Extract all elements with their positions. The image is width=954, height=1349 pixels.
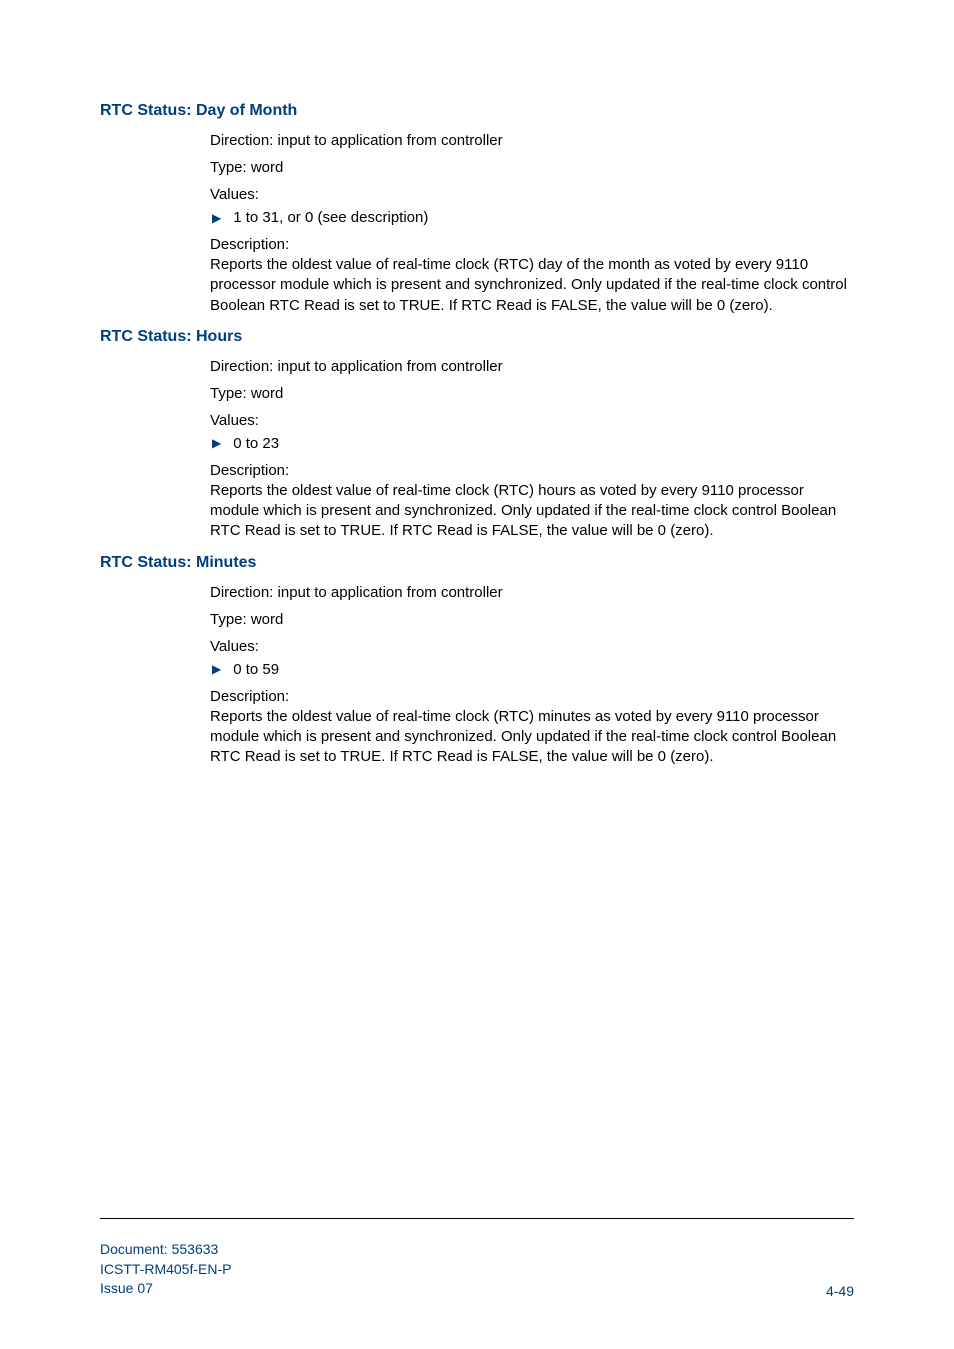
values-bullet: ▶ 0 to 59: [212, 661, 854, 678]
section-body: Direction: input to application from con…: [210, 132, 854, 316]
values-label: Values:: [210, 638, 854, 655]
description-body: Reports the oldest value of real-time cl…: [210, 481, 854, 542]
description-label: Description:: [210, 236, 854, 253]
footer-page-number: 4-49: [826, 1283, 854, 1299]
footer-issue: Issue 07: [100, 1279, 231, 1299]
footer-doc-code: ICSTT-RM405f-EN-P: [100, 1260, 231, 1280]
direction-line: Direction: input to application from con…: [210, 358, 854, 375]
bullet-text: 0 to 59: [233, 661, 279, 678]
type-line: Type: word: [210, 385, 854, 402]
triangle-right-icon: ▶: [212, 436, 221, 450]
footer-rule: [100, 1218, 854, 1219]
description-label: Description:: [210, 688, 854, 705]
page-content: RTC Status: Day of Month Direction: inpu…: [0, 0, 954, 767]
triangle-right-icon: ▶: [212, 662, 221, 676]
values-label: Values:: [210, 186, 854, 203]
section-day-of-month: RTC Status: Day of Month Direction: inpu…: [100, 102, 854, 316]
type-line: Type: word: [210, 611, 854, 628]
section-body: Direction: input to application from con…: [210, 584, 854, 768]
section-minutes: RTC Status: Minutes Direction: input to …: [100, 554, 854, 768]
description-body: Reports the oldest value of real-time cl…: [210, 707, 854, 768]
values-bullet: ▶ 1 to 31, or 0 (see description): [212, 209, 854, 226]
bullet-text: 1 to 31, or 0 (see description): [233, 209, 428, 226]
section-hours: RTC Status: Hours Direction: input to ap…: [100, 328, 854, 542]
section-body: Direction: input to application from con…: [210, 358, 854, 542]
direction-line: Direction: input to application from con…: [210, 132, 854, 149]
footer-doc-number: Document: 553633: [100, 1240, 231, 1260]
description-label: Description:: [210, 462, 854, 479]
values-bullet: ▶ 0 to 23: [212, 435, 854, 452]
footer-left: Document: 553633 ICSTT-RM405f-EN-P Issue…: [100, 1240, 231, 1299]
type-line: Type: word: [210, 159, 854, 176]
section-heading: RTC Status: Hours: [100, 328, 854, 346]
values-label: Values:: [210, 412, 854, 429]
section-heading: RTC Status: Minutes: [100, 554, 854, 572]
triangle-right-icon: ▶: [212, 211, 221, 225]
page-footer: Document: 553633 ICSTT-RM405f-EN-P Issue…: [100, 1240, 854, 1299]
section-heading: RTC Status: Day of Month: [100, 102, 854, 120]
bullet-text: 0 to 23: [233, 435, 279, 452]
direction-line: Direction: input to application from con…: [210, 584, 854, 601]
description-body: Reports the oldest value of real-time cl…: [210, 255, 854, 316]
